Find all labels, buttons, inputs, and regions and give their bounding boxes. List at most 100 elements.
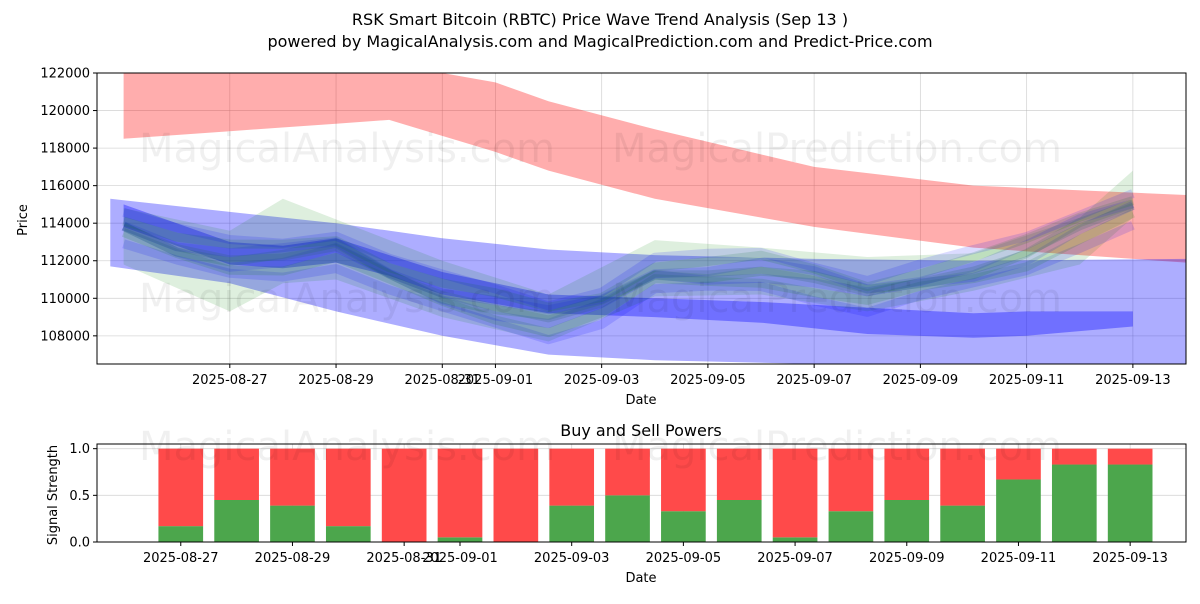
x-tick-label: 2025-08-31 xyxy=(405,373,481,388)
sell-bar xyxy=(828,448,874,512)
sell-bar xyxy=(1051,448,1097,465)
x-tick-label: 2025-08-31 xyxy=(366,551,442,566)
chart-subtitle: powered by MagicalAnalysis.com and Magic… xyxy=(267,32,932,51)
buy-bar xyxy=(549,505,595,542)
price-grid xyxy=(97,72,1186,364)
x-tick-label: 2025-08-29 xyxy=(255,551,331,566)
sell-bar xyxy=(493,448,539,542)
y-tick-label: 118000 xyxy=(40,142,90,157)
buy-bar xyxy=(1107,464,1153,542)
x-tick-label: 2025-09-05 xyxy=(670,373,746,388)
y-tick-label: 1.0 xyxy=(69,442,90,457)
x-tick-label: 2025-09-07 xyxy=(757,551,833,566)
x-tick-label: 2025-09-13 xyxy=(1092,551,1168,566)
buy-bar xyxy=(270,505,315,542)
y-tick-label: 0.5 xyxy=(69,489,90,504)
watermark-prediction-2: MagicalPrediction.com xyxy=(612,276,1062,322)
wave-line xyxy=(122,221,1135,345)
sell-bar xyxy=(214,448,259,500)
price-plot-area xyxy=(110,73,1186,364)
power-x-ticks: 2025-08-27 2025-08-29 2025-08-312025-09-01… xyxy=(143,542,1168,566)
y-tick-label: 110000 xyxy=(40,292,90,307)
watermark-analysis-3: MagicalAnalysis.com xyxy=(139,424,555,470)
sell-bar xyxy=(158,448,204,527)
wave-line xyxy=(121,199,1135,315)
price-y-ticks: 108000 110000 112000 114000 116000 118000 1200… xyxy=(40,67,97,344)
sell-bar xyxy=(381,448,427,542)
y-tick-label: 116000 xyxy=(40,179,90,194)
x-tick-label: 2025-09-09 xyxy=(869,551,945,566)
sell-bar xyxy=(1107,448,1153,465)
y-tick-label: 0.0 xyxy=(69,536,90,551)
power-y-ticks: 0.0 0.5 1.0 xyxy=(69,442,97,551)
wave-line xyxy=(122,189,1135,311)
buy-bar xyxy=(437,537,483,542)
x-tick-label: 2025-09-13 xyxy=(1095,373,1171,388)
sell-bar xyxy=(772,448,818,538)
watermark-prediction: MagicalPrediction.com xyxy=(612,126,1062,172)
buy-bar xyxy=(158,526,204,542)
y-tick-label: 112000 xyxy=(40,254,90,269)
x-tick-label: 2025-09-11 xyxy=(989,373,1065,388)
watermark-analysis-2: MagicalAnalysis.com xyxy=(139,276,555,322)
y-tick-label: 122000 xyxy=(40,67,90,82)
buy-bar xyxy=(214,500,259,542)
x-tick-label: 2025-09-03 xyxy=(534,551,610,566)
buy-bar xyxy=(884,500,930,542)
x-tick-label: 2025-09-09 xyxy=(883,373,959,388)
wave-line-center xyxy=(122,203,1135,323)
price-x-ticks: 2025-08-27 2025-08-29 2025-08-312025-09-01… xyxy=(192,364,1171,388)
buy-bar xyxy=(1051,464,1097,542)
price-axes-frame xyxy=(96,72,1187,365)
buy-bar xyxy=(940,505,985,542)
sell-bar xyxy=(940,448,985,506)
power-axes-frame xyxy=(96,443,1187,543)
price-y-axis-label: Price xyxy=(16,204,31,236)
wave-line xyxy=(122,196,1135,312)
buy-bar xyxy=(716,500,762,542)
wave-line xyxy=(121,209,1135,338)
x-tick-label: 2025-08-27 xyxy=(143,551,219,566)
band-green-3 xyxy=(123,170,1133,342)
sell-bar xyxy=(996,448,1041,480)
power-bars xyxy=(158,448,1153,542)
buy-bar xyxy=(772,537,818,542)
price-panel: 108000 110000 112000 114000 116000 118000 1200… xyxy=(40,67,1187,388)
x-tick-label: 2025-09-01 xyxy=(458,373,534,388)
chart-title: RSK Smart Bitcoin (RBTC) Price Wave Tren… xyxy=(352,10,848,29)
x-tick-label: 2025-09-07 xyxy=(776,373,852,388)
x-tick-label: 2025-08-29 xyxy=(298,373,374,388)
band-blue-2 xyxy=(123,204,1133,338)
y-tick-label: 114000 xyxy=(40,217,90,232)
price-x-axis-label: Date xyxy=(625,393,656,408)
buy-bar xyxy=(605,495,650,542)
power-x-axis-label: Date xyxy=(625,571,656,586)
power-y-axis-label: Signal Strength xyxy=(46,445,61,545)
x-tick-label: 2025-09-01 xyxy=(422,551,498,566)
buy-bar xyxy=(828,511,874,542)
sell-bar xyxy=(437,448,483,538)
x-tick-label: 2025-08-27 xyxy=(192,373,268,388)
sell-bar xyxy=(716,448,762,500)
buy-bar xyxy=(661,511,706,542)
wave-line xyxy=(121,201,1135,328)
sell-bar xyxy=(549,448,595,506)
band-blue-1 xyxy=(110,198,1186,364)
watermark-analysis: MagicalAnalysis.com xyxy=(139,126,555,172)
x-tick-label: 2025-09-05 xyxy=(646,551,722,566)
x-tick-label: 2025-09-11 xyxy=(981,551,1057,566)
wave-line xyxy=(121,199,1135,320)
watermark-prediction-3: MagicalPrediction.com xyxy=(612,424,1062,470)
buy-bar xyxy=(325,526,371,542)
power-chart-title: Buy and Sell Powers xyxy=(560,421,722,440)
y-tick-label: 108000 xyxy=(40,329,90,344)
sell-bar xyxy=(884,448,930,500)
sell-bar xyxy=(661,448,706,512)
sell-bar xyxy=(270,448,315,506)
sell-bar xyxy=(605,448,650,496)
buy-bar xyxy=(996,479,1041,542)
band-red-0 xyxy=(123,73,1186,263)
